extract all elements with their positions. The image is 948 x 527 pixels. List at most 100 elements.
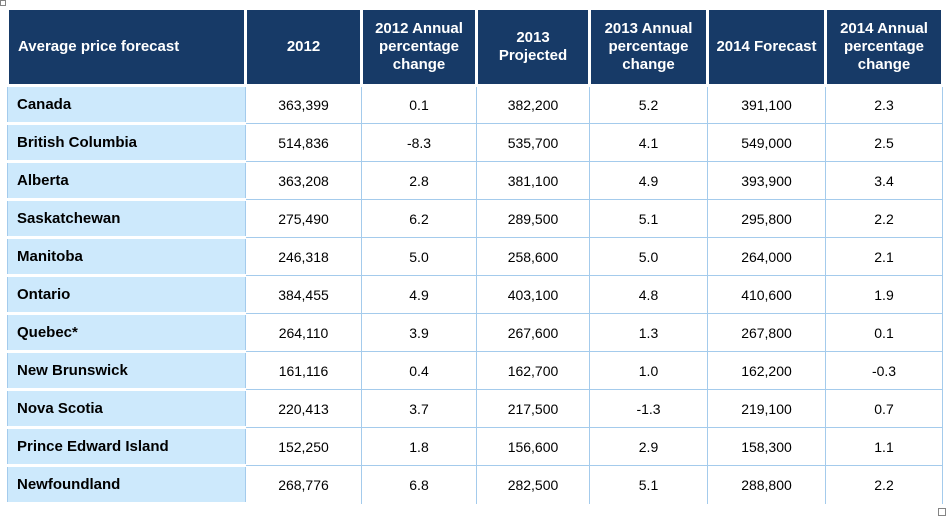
table-row: Alberta 363,208 2.8 381,100 4.9 393,900 3.4: [7, 160, 943, 201]
data-cell: 289,500: [476, 199, 590, 238]
data-cell: 1.9: [825, 275, 943, 314]
data-cell: 381,100: [476, 161, 590, 200]
row-label-cell: Newfoundland: [7, 464, 246, 505]
data-cell: 220,413: [245, 389, 362, 428]
row-label-cell: Manitoba: [7, 236, 246, 277]
data-cell: 1.8: [361, 427, 477, 466]
row-label-cell: Nova Scotia: [7, 388, 246, 429]
data-cell: 363,399: [245, 85, 362, 124]
row-label-cell: Quebec*: [7, 312, 246, 353]
data-cell: 267,600: [476, 313, 590, 352]
data-cell: 2.3: [825, 85, 943, 124]
column-header-2014-change: 2014 Annual percentage change: [824, 7, 944, 87]
data-cell: 3.9: [361, 313, 477, 352]
table-row: Nova Scotia 220,413 3.7 217,500 -1.3 219,100 0…: [7, 388, 943, 429]
data-cell: 1.0: [589, 351, 708, 390]
data-cell: -8.3: [361, 123, 477, 162]
row-label-cell: Prince Edward Island: [7, 426, 246, 467]
column-header-2013-change: 2013 Annual percentage change: [588, 7, 709, 87]
data-cell: 295,800: [707, 199, 826, 238]
data-cell: 264,000: [707, 237, 826, 276]
data-cell: 4.9: [361, 275, 477, 314]
data-cell: 1.1: [825, 427, 943, 466]
data-cell: 5.1: [589, 465, 708, 504]
data-cell: 4.1: [589, 123, 708, 162]
data-cell: 5.0: [361, 237, 477, 276]
table-body: Canada 363,399 0.1 382,200 5.2 391,100 2.3 Brit…: [7, 84, 943, 505]
data-cell: 161,116: [245, 351, 362, 390]
data-cell: 4.9: [589, 161, 708, 200]
resize-handle-icon[interactable]: [938, 508, 946, 516]
data-cell: 5.2: [589, 85, 708, 124]
data-cell: 514,836: [245, 123, 362, 162]
data-cell: 0.1: [361, 85, 477, 124]
data-cell: 6.8: [361, 465, 477, 504]
data-cell: 288,800: [707, 465, 826, 504]
data-cell: 152,250: [245, 427, 362, 466]
data-cell: 282,500: [476, 465, 590, 504]
row-label-cell: Ontario: [7, 274, 246, 315]
data-cell: 275,490: [245, 199, 362, 238]
row-label-cell: Alberta: [7, 160, 246, 201]
table-row: Saskatchewan 275,490 6.2 289,500 5.1 295,800 2…: [7, 198, 943, 239]
data-cell: -0.3: [825, 351, 943, 390]
resize-handle-icon[interactable]: [0, 0, 6, 6]
data-cell: 246,318: [245, 237, 362, 276]
column-header-2012: 2012: [244, 7, 363, 87]
data-cell: 268,776: [245, 465, 362, 504]
table-row: Ontario 384,455 4.9 403,100 4.8 410,600 1.9: [7, 274, 943, 315]
row-label-cell: Canada: [7, 84, 246, 125]
data-cell: 3.7: [361, 389, 477, 428]
data-cell: 156,600: [476, 427, 590, 466]
data-cell: 0.7: [825, 389, 943, 428]
header-row: Average price forecast 2012 2012 Annual …: [6, 7, 944, 87]
data-cell: 219,100: [707, 389, 826, 428]
row-label-cell: British Columbia: [7, 122, 246, 163]
data-cell: 5.0: [589, 237, 708, 276]
row-label-cell: Saskatchewan: [7, 198, 246, 239]
data-cell: 162,700: [476, 351, 590, 390]
data-cell: 549,000: [707, 123, 826, 162]
table-row: British Columbia 514,836 -8.3 535,700 4.1 549…: [7, 122, 943, 163]
data-cell: 158,300: [707, 427, 826, 466]
data-cell: 267,800: [707, 313, 826, 352]
data-cell: 403,100: [476, 275, 590, 314]
column-header-2012-change: 2012 Annual percentage change: [360, 7, 478, 87]
data-cell: 393,900: [707, 161, 826, 200]
data-cell: 264,110: [245, 313, 362, 352]
table-row: New Brunswick 161,116 0.4 162,700 1.0 162,200…: [7, 350, 943, 391]
table-header: Average price forecast 2012 2012 Annual …: [6, 7, 944, 87]
table-row: Newfoundland 268,776 6.8 282,500 5.1 288,800 2…: [7, 464, 943, 505]
row-label-cell: New Brunswick: [7, 350, 246, 391]
data-cell: 535,700: [476, 123, 590, 162]
data-cell: 2.1: [825, 237, 943, 276]
data-cell: 2.8: [361, 161, 477, 200]
data-cell: 3.4: [825, 161, 943, 200]
data-cell: 162,200: [707, 351, 826, 390]
data-cell: 382,200: [476, 85, 590, 124]
data-cell: 384,455: [245, 275, 362, 314]
data-cell: 6.2: [361, 199, 477, 238]
data-cell: 2.5: [825, 123, 943, 162]
data-cell: 0.4: [361, 351, 477, 390]
column-header-label: Average price forecast: [6, 7, 247, 87]
data-cell: -1.3: [589, 389, 708, 428]
data-cell: 5.1: [589, 199, 708, 238]
data-cell: 258,600: [476, 237, 590, 276]
data-cell: 1.3: [589, 313, 708, 352]
data-cell: 2.9: [589, 427, 708, 466]
table-row: Manitoba 246,318 5.0 258,600 5.0 264,000 2.1: [7, 236, 943, 277]
table-row: Prince Edward Island 152,250 1.8 156,600 2.9…: [7, 426, 943, 467]
data-cell: 363,208: [245, 161, 362, 200]
data-cell: 4.8: [589, 275, 708, 314]
data-cell: 217,500: [476, 389, 590, 428]
data-cell: 2.2: [825, 199, 943, 238]
table-row: Quebec* 264,110 3.9 267,600 1.3 267,800 0.1: [7, 312, 943, 353]
column-header-2013-projected: 2013 Projected: [475, 7, 591, 87]
column-header-2014-forecast: 2014 Forecast: [706, 7, 827, 87]
data-cell: 0.1: [825, 313, 943, 352]
data-cell: 391,100: [707, 85, 826, 124]
table-row: Canada 363,399 0.1 382,200 5.2 391,100 2.3: [7, 84, 943, 125]
data-cell: 410,600: [707, 275, 826, 314]
